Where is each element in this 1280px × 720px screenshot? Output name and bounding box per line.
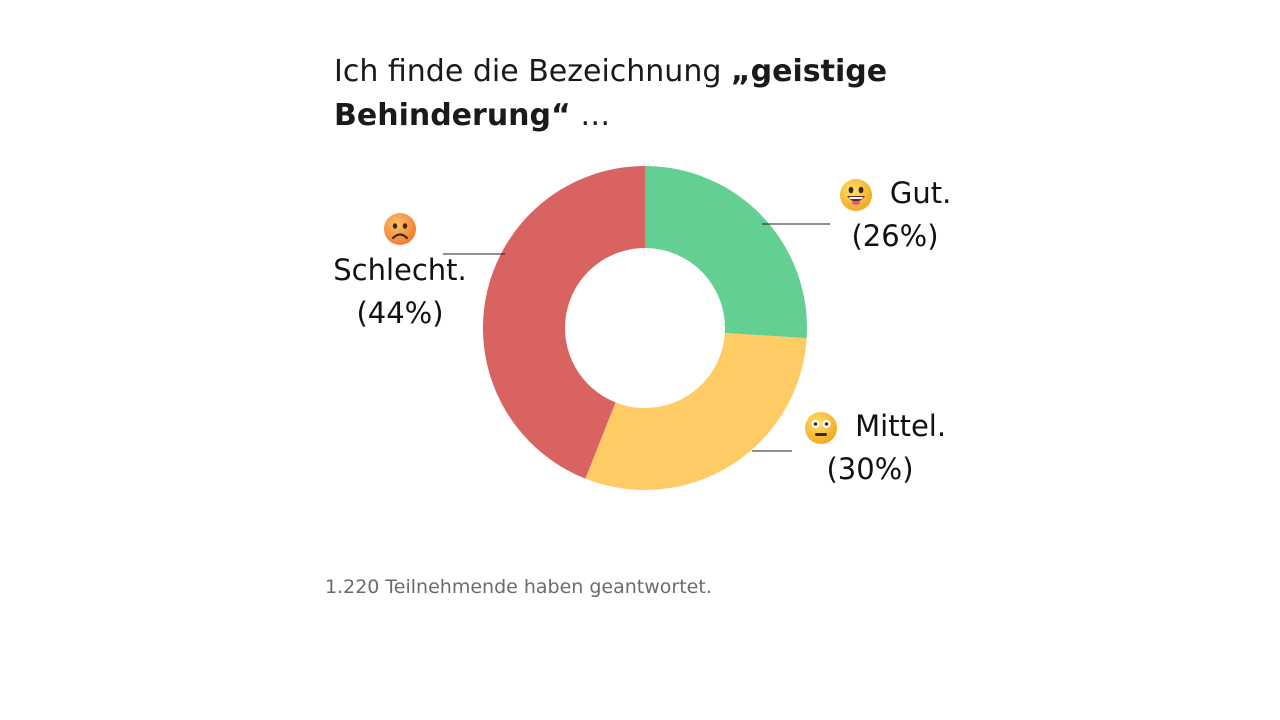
title-ellipsis: … <box>570 98 611 133</box>
frowning-face-icon <box>384 213 416 245</box>
label-schlecht-icon-row <box>325 206 475 249</box>
title-emphasis: „geistige Behinderung“ <box>334 54 888 133</box>
chart-title: Ich finde die Bezeichnung „geistige Behi… <box>334 50 954 138</box>
slice-gut <box>645 166 807 339</box>
label-gut: Gut. (26%) <box>830 172 960 258</box>
footnote: 1.220 Teilnehmende haben geantwortet. <box>325 576 712 598</box>
label-schlecht: Schlecht. (44%) <box>325 206 475 335</box>
label-mittel-text: Mittel. <box>855 409 947 443</box>
grimacing-face-icon <box>804 412 837 444</box>
title-text: Ich finde die Bezeichnung <box>334 54 731 89</box>
slice-schlecht <box>483 166 645 479</box>
slice-mittel <box>585 333 807 490</box>
label-gut-line1: Gut. <box>830 172 960 215</box>
label-mittel: Mittel. (30%) <box>800 405 950 491</box>
label-schlecht-pct: (44%) <box>356 296 444 330</box>
label-gut-pct: (26%) <box>851 219 939 253</box>
grinning-face-icon <box>839 179 872 211</box>
label-gut-text: Gut. <box>889 176 952 210</box>
label-schlecht-text: Schlecht. <box>333 253 467 287</box>
label-mittel-line1: Mittel. <box>800 405 950 448</box>
label-mittel-pct: (30%) <box>826 452 914 486</box>
